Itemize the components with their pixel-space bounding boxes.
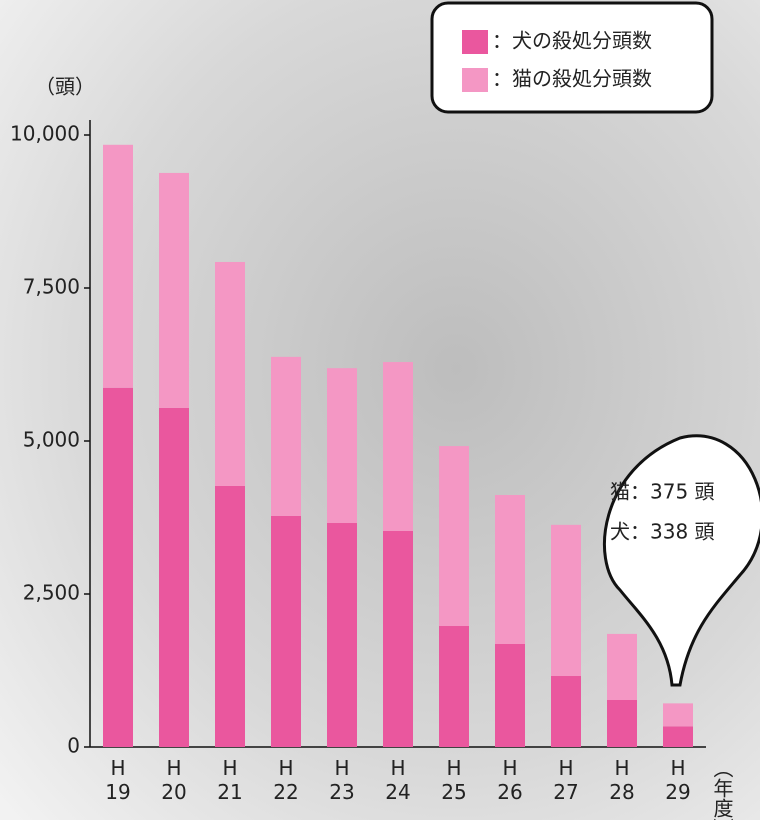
y-tick-label: 10,000 [10,122,80,146]
bar [607,700,637,747]
bar [159,408,189,747]
bar [495,495,525,644]
bar [551,525,581,676]
bar [327,368,357,523]
bar [215,486,245,747]
y-axis-label: （頭） [35,75,95,99]
bar [439,626,469,747]
bar [271,516,301,747]
y-tick-label: 5,000 [23,428,80,452]
legend-label: ：猫の殺処分頭数 [492,67,652,91]
bar [103,145,133,388]
x-axis-label: （年度） [710,758,734,820]
y-tick-label: 2,500 [23,581,80,605]
bar [663,726,693,747]
annotation: 犬：338 頭 [610,520,715,544]
bar [271,357,301,516]
legend-label: ：犬の殺処分頭数 [492,29,652,53]
bar [383,362,413,531]
legend-swatch [462,68,488,92]
bar [607,634,637,700]
legend-box [432,3,712,112]
legend-swatch [462,30,488,54]
bar [663,703,693,726]
bar [159,173,189,408]
annotation: 猫：375 頭 [610,480,715,504]
bar [551,676,581,747]
chart: 猫：375 頭 犬：338 頭 （頭） （年度） 0 2,500 5,000 7,50… [0,0,760,820]
bar [383,531,413,747]
bar [215,262,245,486]
bar [103,388,133,747]
y-tick-label: 7,500 [23,275,80,299]
y-tick-label: 0 [67,734,80,758]
bar [327,523,357,747]
bar [495,644,525,747]
bar [439,446,469,626]
